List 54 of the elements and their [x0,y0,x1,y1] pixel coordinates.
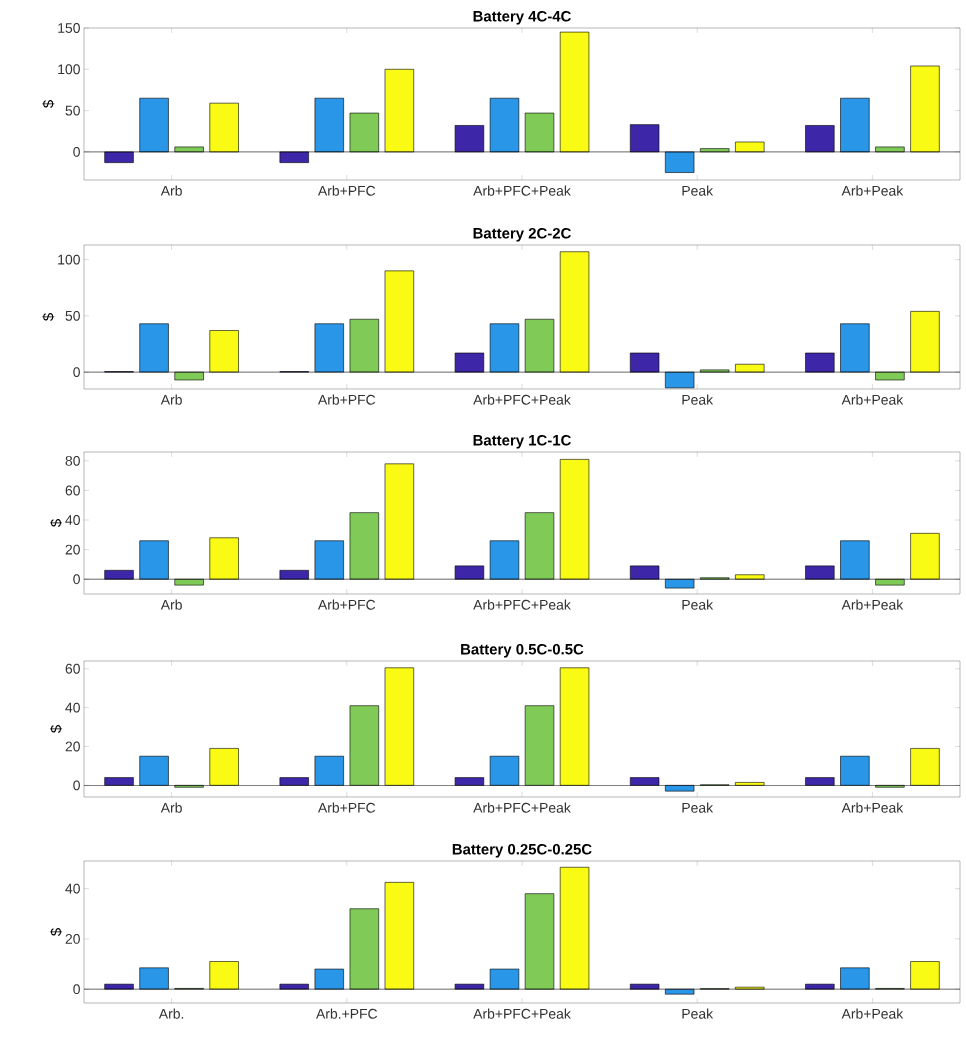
y-tick-label: 40 [65,702,80,713]
x-tick-label: Arb+PFC+Peak [473,599,571,610]
y-tick-label: 20 [65,933,80,944]
y-axis-title: $ [50,519,63,527]
y-tick-label: 0 [73,146,80,157]
x-tick-label: Peak [682,802,714,813]
x-tick-label: Peak [682,599,714,610]
y-tick-label: 20 [65,544,80,555]
x-tick-label: Arb+Peak [841,802,904,813]
x-tick-label: Arb [160,802,182,813]
x-tick-label: Arb [160,599,182,610]
y-tick-label: 50 [65,310,80,321]
y-tick-label: 20 [65,741,80,752]
y-tick-label: 100 [58,64,80,75]
y-tick-label: 80 [65,455,80,466]
x-tick-label: Peak [682,185,714,196]
y-tick-label: 50 [65,105,80,116]
y-tick-label: 60 [65,485,80,496]
chart-title: Battery 1C-1C [473,434,571,449]
x-tick-label: Peak [682,394,714,405]
x-tick-label: Arb+PFC [317,185,376,196]
y-axis-title: $ [50,928,63,936]
y-tick-label: 40 [65,883,80,894]
chart-title: Battery 0.5C-0.5C [461,643,584,658]
x-tick-label: Arb+PFC [317,394,376,405]
x-tick-label: Arb+Peak [841,185,904,196]
chart-title: Battery 4C-4C [473,10,571,25]
y-axis-title: $ [42,100,55,108]
y-tick-label: 0 [73,780,80,791]
chart-title: Battery 0.25C-0.25C [452,843,592,858]
x-tick-label: Arb+PFC+Peak [473,185,571,196]
x-tick-label: Arb+Peak [841,1008,904,1019]
x-tick-label: Arb.+PFC [316,1008,378,1019]
y-tick-label: 0 [73,574,80,585]
x-tick-label: Arb+PFC+Peak [473,394,571,405]
chart-title: Battery 2C-2C [473,227,571,242]
x-tick-label: Arb+PFC+Peak [473,802,571,813]
x-tick-label: Arb. [158,1008,184,1019]
y-tick-label: 150 [58,23,80,33]
x-tick-label: Arb+PFC [317,599,376,610]
y-tick-label: 0 [73,984,80,995]
y-axis-title: $ [50,725,63,733]
y-tick-label: 60 [65,663,80,674]
x-tick-label: Arb [160,394,182,405]
y-axis-title: $ [42,313,55,321]
x-tick-label: Arb+PFC+Peak [473,1008,571,1019]
y-tick-label: 0 [73,367,80,378]
x-tick-label: Arb+PFC [317,802,376,813]
x-tick-label: Arb+Peak [841,599,904,610]
x-tick-label: Arb+Peak [841,394,904,405]
x-tick-label: Peak [682,1008,714,1019]
y-tick-label: 100 [58,254,80,265]
x-tick-label: Arb [160,185,182,196]
y-tick-label: 40 [65,515,80,525]
